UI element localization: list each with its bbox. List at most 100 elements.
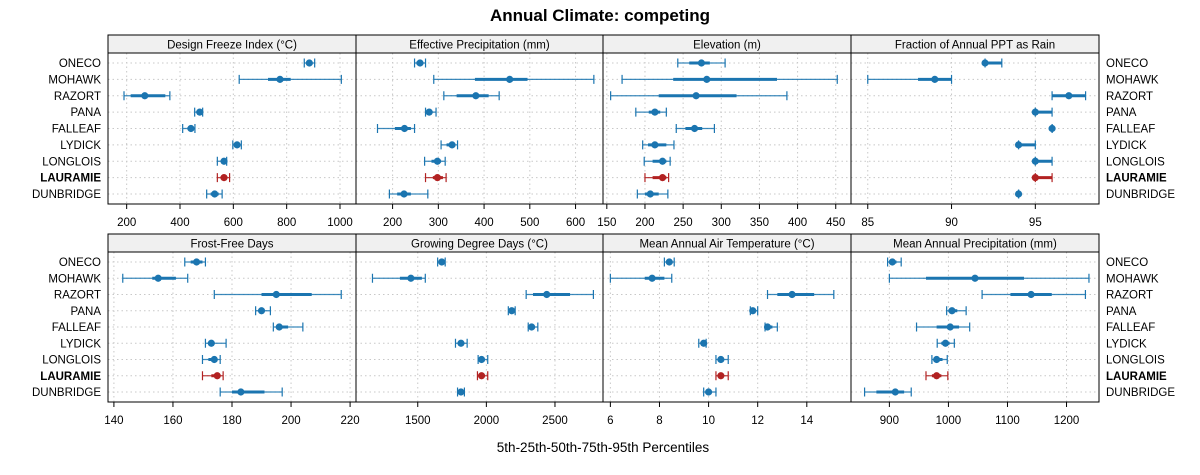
panel-6: Mean Annual Air Temperature (°C) 6 8 10 12 14 [602, 233, 852, 427]
percentile-mark [981, 58, 1003, 68]
axis-tick-label: 140 [104, 415, 123, 427]
percentile-mark [981, 290, 1087, 299]
axis-tick-label: 350 [750, 217, 769, 229]
panel-strip-label: Design Freeze Index (°C) [167, 40, 297, 52]
row-label-left: DUNBRIDGE [32, 189, 101, 201]
median-point [1031, 174, 1039, 182]
panel-frame [850, 52, 1100, 205]
median-point [305, 59, 313, 67]
median-point [931, 75, 939, 83]
panel-4: Frost-Free Days 140 160 180 200 220 [104, 233, 360, 427]
row-label-right: LAURAMIE [1106, 173, 1167, 185]
row-label-right: LAURAMIE [1106, 371, 1167, 383]
axis-tick-label: 180 [222, 415, 241, 427]
percentile-mark [413, 58, 427, 68]
percentile-mark [763, 322, 778, 332]
axis-tick-label: 400 [474, 217, 493, 229]
median-point [187, 124, 195, 133]
percentile-mark [201, 371, 224, 381]
percentile-mark [303, 58, 316, 68]
percentile-mark [507, 306, 516, 316]
percentile-mark [644, 173, 670, 183]
percentile-mark [433, 74, 595, 84]
panel-strip-label: Mean Annual Air Temperature (°C) [639, 239, 814, 251]
panel-strip-label: Mean Annual Precipitation (mm) [893, 239, 1057, 251]
row-label-right: FALLEAF [1106, 322, 1155, 334]
median-point [703, 75, 711, 83]
percentile-mark [1051, 91, 1087, 101]
median-point [528, 323, 536, 331]
panel-strip-label: Frost-Free Days [190, 239, 273, 251]
median-point [658, 174, 667, 182]
percentile-mark [887, 257, 902, 267]
row-label-right: PANA [1106, 306, 1137, 318]
row-label-right: MOHAWK [1106, 273, 1159, 285]
median-point [220, 174, 228, 182]
axis-tick-label: 12 [751, 415, 764, 427]
median-point [472, 92, 480, 100]
row-label-right: FALLEAF [1106, 124, 1155, 136]
percentile-mark [122, 273, 189, 283]
median-point [1048, 124, 1056, 133]
median-point [257, 307, 266, 315]
percentile-mark [272, 322, 304, 332]
median-point [400, 124, 409, 133]
row-label-right: LYDICK [1106, 338, 1147, 350]
percentile-mark [677, 58, 726, 68]
percentile-mark [527, 322, 539, 332]
percentile-mark [635, 107, 667, 117]
median-point [210, 355, 218, 364]
axis-tick-label: 400 [788, 217, 807, 229]
percentile-mark [888, 273, 1090, 283]
row-label-left: LYDICK [60, 140, 101, 152]
axis-tick-label: 900 [880, 415, 899, 427]
percentile-mark [1031, 173, 1053, 183]
row-label-left: LAURAMIE [40, 371, 101, 383]
percentile-mark [867, 74, 953, 84]
percentile-mark [194, 107, 204, 117]
median-point [207, 339, 215, 347]
percentile-mark [703, 387, 717, 397]
panel-2: Elevation (m) 150 200 250 300 350 400 450 [597, 34, 852, 229]
median-point [1014, 141, 1023, 149]
row-label-left: RAZORT [54, 290, 101, 302]
median-point [192, 258, 201, 266]
axis-tick-label: 600 [224, 217, 243, 229]
percentile-mark [206, 189, 223, 199]
percentile-mark [182, 124, 196, 133]
row-label-right: LONGLOIS [1106, 355, 1165, 367]
median-point [433, 157, 442, 165]
row-label-left: LONGLOIS [42, 156, 101, 168]
axis-tick-label: 1000 [936, 415, 962, 427]
percentile-mark [715, 371, 729, 381]
row-label-left: LAURAMIE [40, 173, 101, 185]
row-label-left: LONGLOIS [42, 355, 101, 367]
axis-tick-label: 400 [170, 217, 189, 229]
percentile-mark [1014, 140, 1036, 150]
axis-tick-label: 160 [163, 415, 182, 427]
median-point [1027, 290, 1035, 299]
percentile-mark [1048, 124, 1056, 133]
panel-0: Design Freeze Index (°C) 200 400 600 800 1000 [107, 34, 357, 229]
median-point [272, 290, 280, 299]
axis-tick-label: 6 [607, 415, 613, 427]
percentile-mark [424, 156, 446, 166]
axis-tick-label: 14 [800, 415, 813, 427]
row-label-right: RAZORT [1106, 290, 1153, 302]
row-label-left: DUNBRIDGE [32, 387, 101, 399]
percentile-mark [376, 124, 416, 133]
median-point [690, 124, 699, 133]
percentile-mark [255, 306, 271, 316]
axis-tick-label: 200 [383, 217, 402, 229]
panel-7: Mean Annual Precipitation (mm) 900 1000 110… [850, 233, 1100, 427]
axis-tick-label: 1100 [995, 415, 1020, 427]
axis-tick-label: 1500 [405, 415, 431, 427]
median-point [749, 307, 757, 315]
median-point [700, 339, 708, 347]
median-point [477, 355, 486, 364]
percentile-mark [388, 189, 429, 199]
median-point [233, 141, 241, 149]
panel-strip-label: Growing Degree Days (°C) [411, 239, 548, 251]
percentile-mark [609, 273, 673, 283]
